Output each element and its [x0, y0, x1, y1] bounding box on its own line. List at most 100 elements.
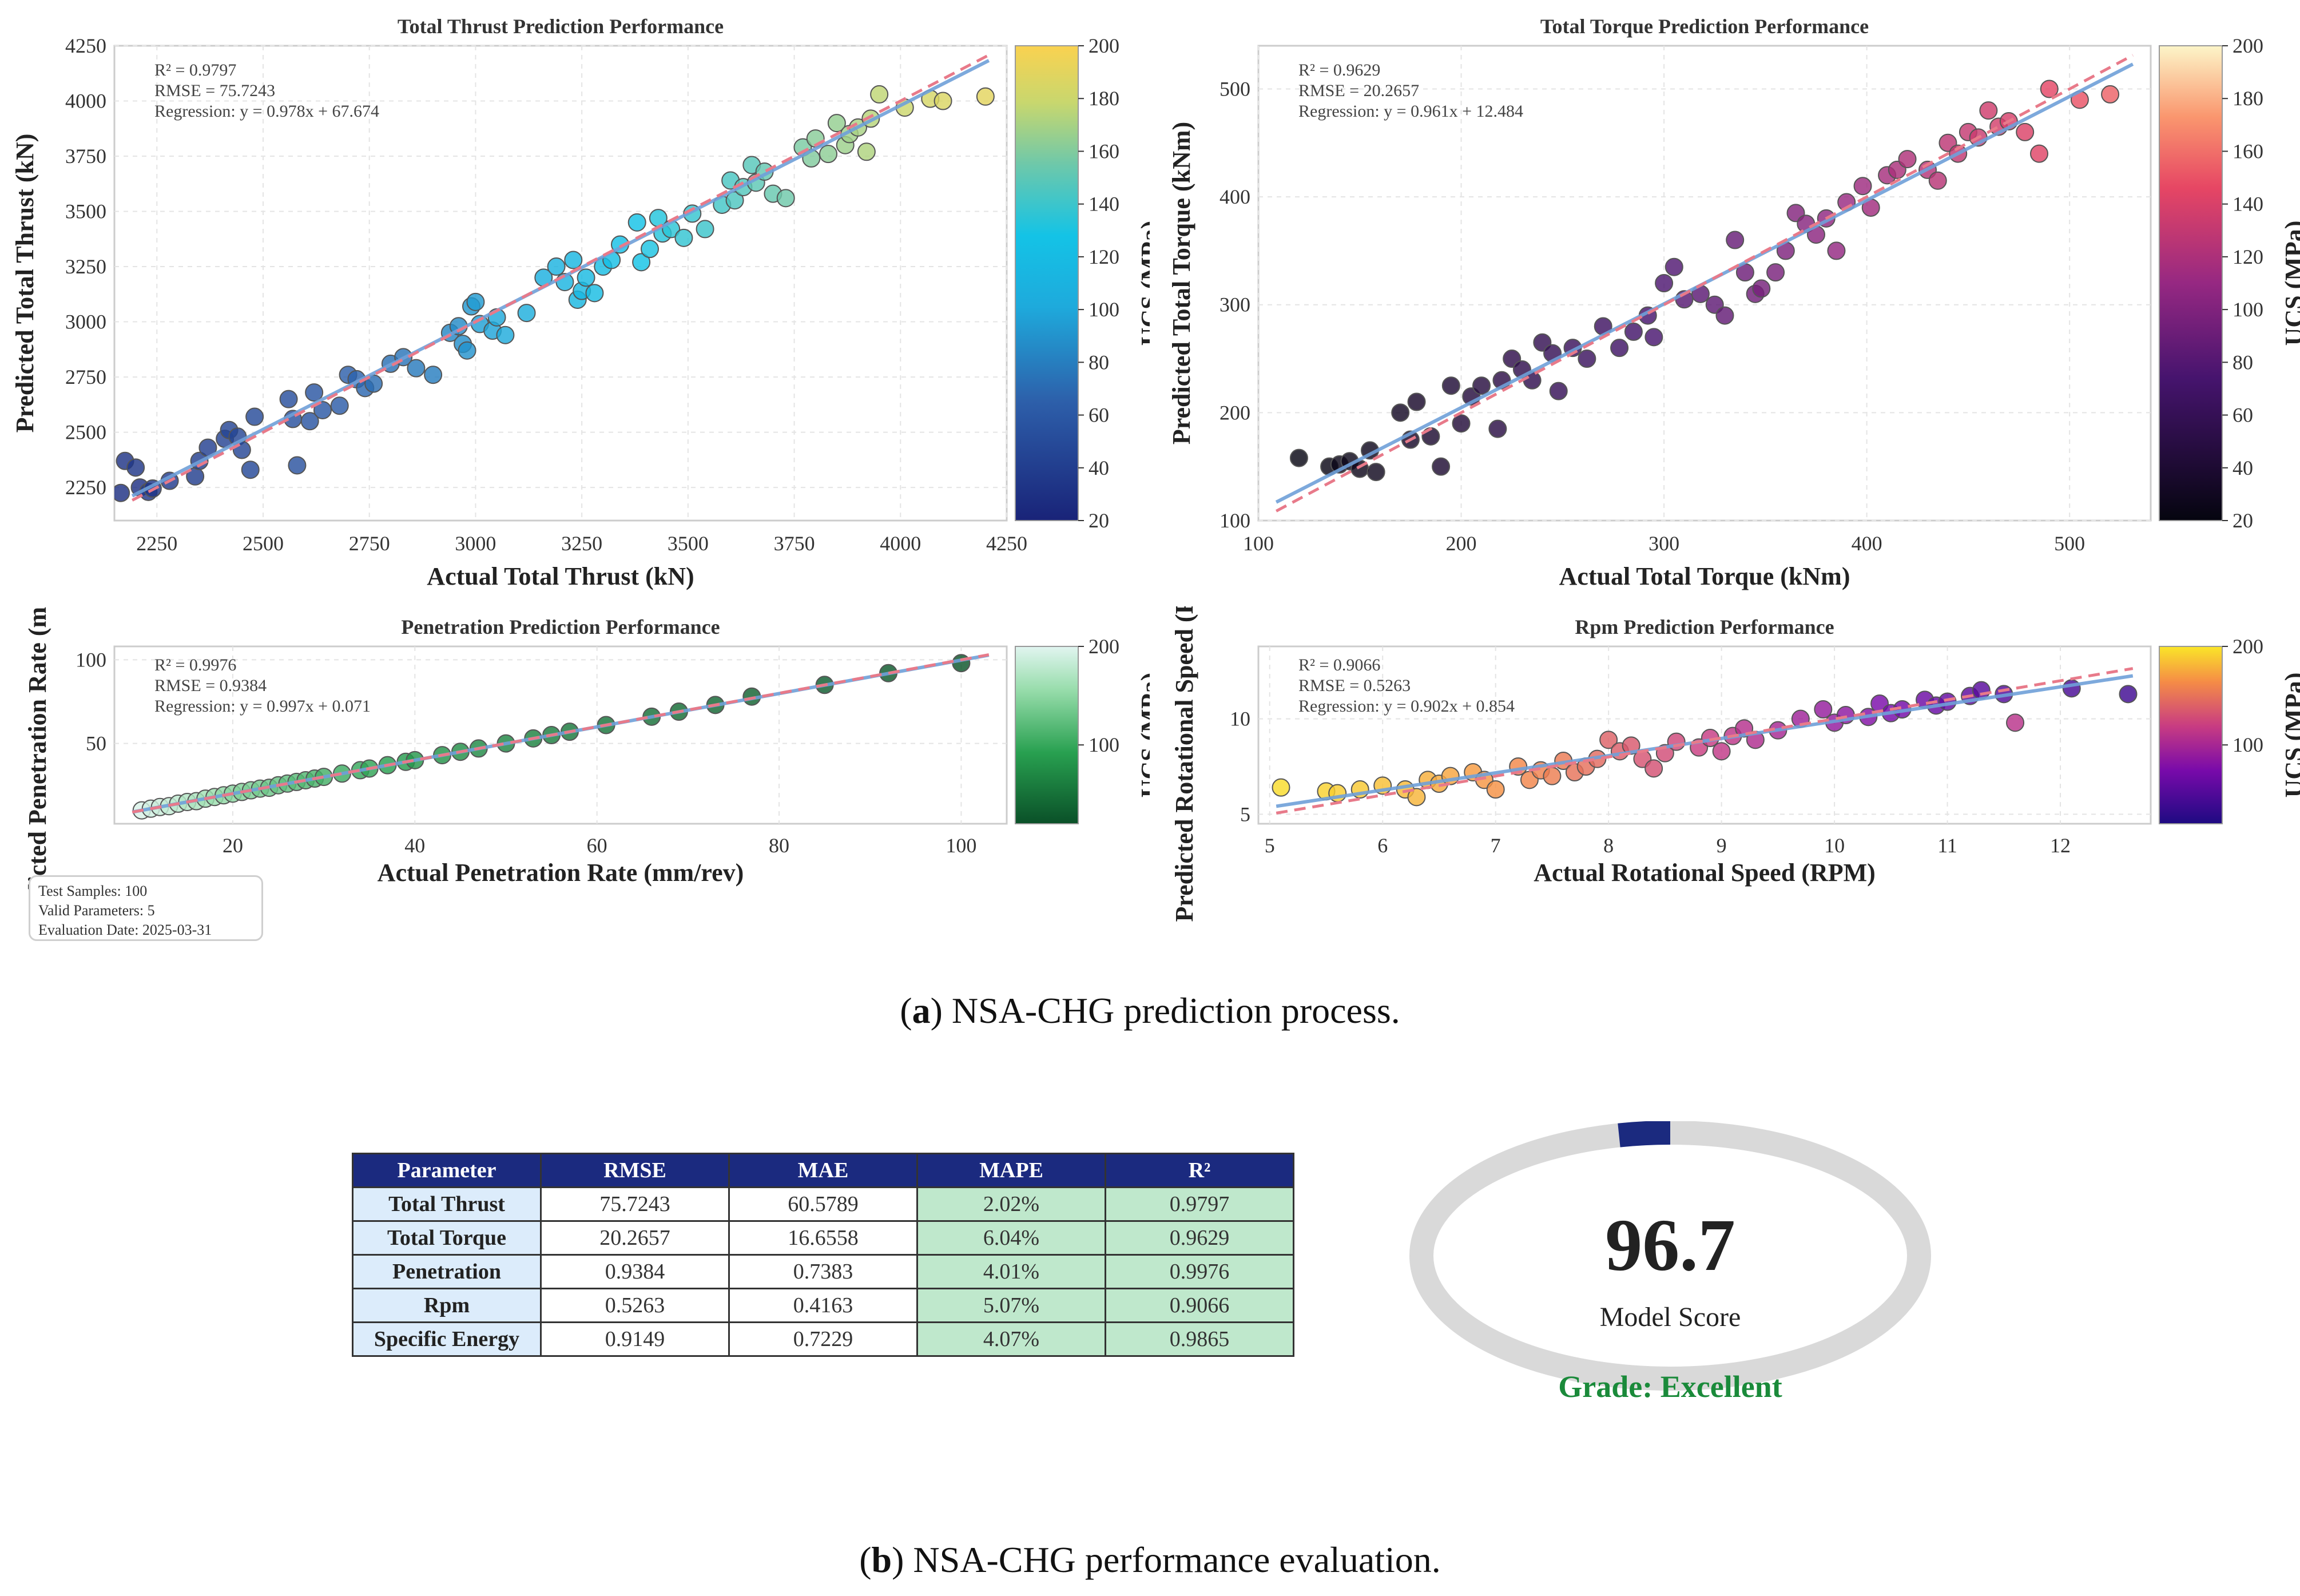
data-point [1367, 463, 1385, 482]
gauge-fill [1618, 1121, 1671, 1148]
data-point [424, 366, 443, 384]
caption-a: (a) NSA-CHG prediction process. [900, 990, 1400, 1031]
cell-r2: 0.9629 [1105, 1220, 1294, 1256]
stats-line: R² = 0.9629 [1298, 61, 1380, 80]
stats-line: RMSE = 0.9384 [154, 676, 267, 695]
table-header-row: Parameter RMSE MAE MAPE R² [352, 1153, 1294, 1188]
info-evaluation-date: Evaluation Date: 2025-03-31 [38, 922, 212, 938]
colorbar-tick-label: 80 [1089, 351, 1109, 374]
x-tick-label: 4250 [986, 532, 1027, 555]
data-point [1441, 376, 1460, 395]
data-point [1472, 376, 1491, 395]
info-test-samples: Test Samples: 100 [38, 883, 148, 899]
colorbar [1015, 646, 1079, 824]
stats-line: R² = 0.9797 [154, 61, 236, 80]
stats-line: RMSE = 75.7243 [154, 81, 275, 100]
x-axis-label: Actual Penetration Rate (mm/rev) [378, 859, 744, 887]
x-tick-label: 100 [1243, 532, 1274, 555]
stats-line: R² = 0.9066 [1298, 656, 1380, 674]
thrust-chart: 2250 2500 2750 3000 3250 3500 3750 4000 4250 2250… [11, 15, 1150, 590]
data-point [279, 390, 298, 408]
cell-mape: 6.04% [916, 1220, 1106, 1256]
table-row: Rpm 0.5263 0.4163 5.07% 0.9066 [352, 1288, 1294, 1323]
data-point [2006, 713, 2025, 732]
stats-line: Regression: y = 0.997x + 0.071 [154, 697, 371, 716]
gauge-grade: Grade: Excellent [1558, 1369, 1782, 1404]
colorbar-tick-label: 200 [2233, 34, 2263, 57]
colorbar-tick-label: 140 [1089, 193, 1119, 216]
data-point [114, 483, 130, 502]
data-point [1452, 414, 1471, 433]
x-tick-label: 12 [2050, 834, 2071, 857]
cell-rmse: 0.5263 [540, 1288, 730, 1323]
data-point [1827, 241, 1846, 260]
colorbar-label: UCS (MPa) [1136, 221, 1150, 346]
data-point [1543, 767, 1562, 785]
cell-parameter: Total Torque [352, 1220, 542, 1256]
x-tick-label: 7 [1491, 834, 1501, 857]
caption-b: (b) NSA-CHG performance evaluation. [859, 1539, 1441, 1580]
x-tick-label: 8 [1603, 834, 1614, 857]
data-point [564, 251, 583, 269]
data-point [1898, 150, 1917, 169]
y-tick-label: 4000 [65, 90, 106, 113]
cell-parameter: Rpm [352, 1288, 542, 1323]
data-point [241, 460, 260, 479]
data-point [517, 304, 536, 323]
cell-r2: 0.9797 [1105, 1186, 1294, 1222]
data-point [1979, 101, 1998, 120]
data-point [1488, 419, 1507, 438]
x-tick-label: 500 [2054, 532, 2085, 555]
y-tick-label: 2250 [65, 476, 106, 499]
y-tick-label: 3250 [65, 255, 106, 278]
data-point [870, 85, 889, 104]
cell-mae: 0.7229 [728, 1321, 918, 1357]
cell-parameter: Penetration [352, 1254, 542, 1289]
header-mae: MAE [728, 1153, 918, 1188]
x-tick-label: 2250 [136, 532, 177, 555]
data-point [2030, 144, 2048, 163]
x-tick-label: 60 [587, 834, 607, 857]
y-tick-label: 3750 [65, 145, 106, 168]
data-point [1712, 742, 1731, 761]
data-point [288, 456, 307, 475]
data-point [1599, 730, 1618, 749]
x-tick-label: 3000 [455, 532, 496, 555]
y-tick-label: 200 [1219, 401, 1250, 424]
colorbar-tick-label: 100 [1089, 298, 1119, 321]
colorbar [2159, 646, 2223, 824]
data-point [1814, 700, 1833, 718]
info-box: Test Samples: 100 Valid Parameters: 5 Ev… [29, 875, 263, 941]
colorbar-tick-label: 160 [2233, 140, 2263, 162]
x-tick-label: 2750 [349, 532, 390, 555]
data-point [1655, 274, 1674, 292]
y-tick-label: 4250 [65, 34, 106, 57]
data-point [547, 257, 566, 276]
colorbar [1015, 45, 1079, 521]
data-point [1752, 279, 1771, 298]
stats-line: Regression: y = 0.978x + 67.674 [154, 102, 379, 121]
x-axis-label: Actual Total Thrust (kN) [427, 562, 694, 590]
regression-line [1276, 674, 2134, 808]
colorbar-label: UCS (MPa) [2280, 221, 2300, 346]
colorbar-label: UCS (MPa) [1136, 673, 1150, 798]
plot-area [1272, 667, 2138, 815]
data-point [1289, 448, 1308, 467]
ideal-line [1276, 667, 2134, 815]
cell-parameter: Specific Energy [352, 1321, 542, 1357]
colorbar-tick-label: 200 [2233, 635, 2263, 658]
header-rmse: RMSE [540, 1153, 730, 1188]
plot-area [114, 53, 995, 502]
colorbar-tick-label: 40 [1089, 456, 1109, 479]
x-tick-label: 20 [223, 834, 243, 857]
colorbar-tick-label: 100 [2233, 733, 2263, 756]
x-tick-label: 100 [946, 834, 976, 857]
colorbar-tick-label: 200 [1089, 34, 1119, 57]
caption-a-text: NSA-CHG prediction process. [942, 990, 1400, 1031]
x-tick-label: 300 [1648, 532, 1679, 555]
data-point [1853, 177, 1872, 196]
data-point [674, 228, 693, 247]
stats-line: Regression: y = 0.961x + 12.484 [1298, 102, 1523, 121]
y-tick-label: 3500 [65, 200, 106, 223]
data-point [1486, 780, 1505, 799]
